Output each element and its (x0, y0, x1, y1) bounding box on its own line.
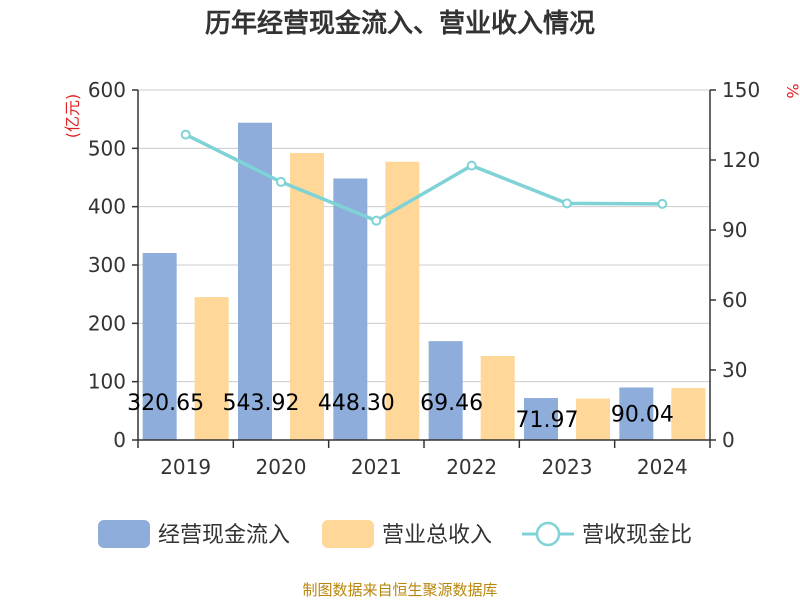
right-tick-label: 150 (722, 78, 760, 102)
x-tick-label: 2022 (446, 455, 497, 479)
left-tick-label: 200 (88, 311, 126, 335)
ratio-line-path (184, 132, 663, 223)
data-label-cash-inflow-2024: 90.04 (611, 403, 674, 428)
legend-label-ratio: 营收现金比 (582, 523, 692, 548)
x-tick-label: 2019 (160, 455, 211, 479)
left-tick-label: 300 (88, 253, 126, 277)
right-tick-label: 120 (722, 148, 760, 172)
left-axis-unit: (亿元) (63, 94, 82, 139)
left-tick-label: 500 (88, 136, 126, 160)
left-tick-label: 0 (113, 428, 126, 452)
bar-revenue-2021 (385, 161, 420, 440)
axes: 0 100 200 300 400 500 600 0 30 60 90 120 150 2019 2020… (88, 78, 760, 479)
left-tick-label: 100 (88, 370, 126, 394)
right-tick-label: 30 (722, 358, 747, 382)
x-tick-label: 2023 (542, 455, 593, 479)
x-tick-label: 2020 (256, 455, 307, 479)
legend: 经营现金流入 营业总收入 营收现金比 (98, 520, 692, 548)
right-tick-label: 0 (722, 428, 735, 452)
bar-cash-inflow-2019 (142, 252, 177, 440)
legend-swatch-ratio-marker (535, 521, 561, 547)
right-axis-unit: % (783, 83, 800, 98)
chart-title: 历年经营现金流入、营业收入情况 (205, 8, 595, 39)
bars (142, 122, 706, 441)
ratio-point-2020 (276, 176, 286, 187)
bar-cash-inflow-2024 (619, 387, 654, 440)
bar-cash-inflow-2022 (428, 341, 463, 440)
ratio-point-2023 (562, 198, 572, 209)
legend-swatch-revenue (322, 520, 374, 548)
right-tick-label: 90 (722, 218, 747, 242)
bar-revenue-2024 (671, 388, 706, 440)
bar-cash-inflow-2023 (524, 398, 558, 440)
source-note: 制图数据来自恒生聚源数据库 (302, 581, 497, 599)
left-tick-label: 600 (88, 78, 126, 102)
ratio-point-2024 (657, 198, 668, 209)
legend-label-revenue: 营业总收入 (382, 523, 492, 548)
bar-revenue-2023 (576, 398, 610, 440)
bar-revenue-2019 (194, 297, 229, 440)
x-tick-label: 2024 (637, 455, 688, 479)
ratio-point-2022 (466, 160, 477, 171)
data-label-cash-inflow-2022: 69.46 (420, 391, 483, 416)
data-label-cash-inflow-2021: 448.30 (318, 391, 395, 416)
bar-cash-inflow-2021 (333, 178, 368, 440)
bar-revenue-2020 (290, 153, 324, 440)
data-label-cash-inflow-2023: 71.97 (516, 408, 579, 433)
data-label-cash-inflow-2020: 543.92 (223, 391, 300, 416)
bar-revenue-2022 (480, 356, 515, 440)
ratio-line (180, 129, 668, 226)
x-tick-label: 2021 (351, 455, 402, 479)
data-label-cash-inflow-2019: 320.65 (127, 391, 204, 416)
ratio-point-2021 (371, 215, 382, 226)
gridlines (138, 89, 710, 383)
left-tick-label: 400 (88, 195, 126, 219)
legend-swatch-cash-inflow (98, 520, 150, 548)
data-labels: 320.65 543.92 448.30 69.46 71.97 90.04 (127, 391, 674, 433)
legend-label-cash-inflow: 经营现金流入 (158, 523, 290, 548)
ratio-point-2019 (180, 129, 191, 140)
right-tick-label: 60 (722, 288, 747, 312)
